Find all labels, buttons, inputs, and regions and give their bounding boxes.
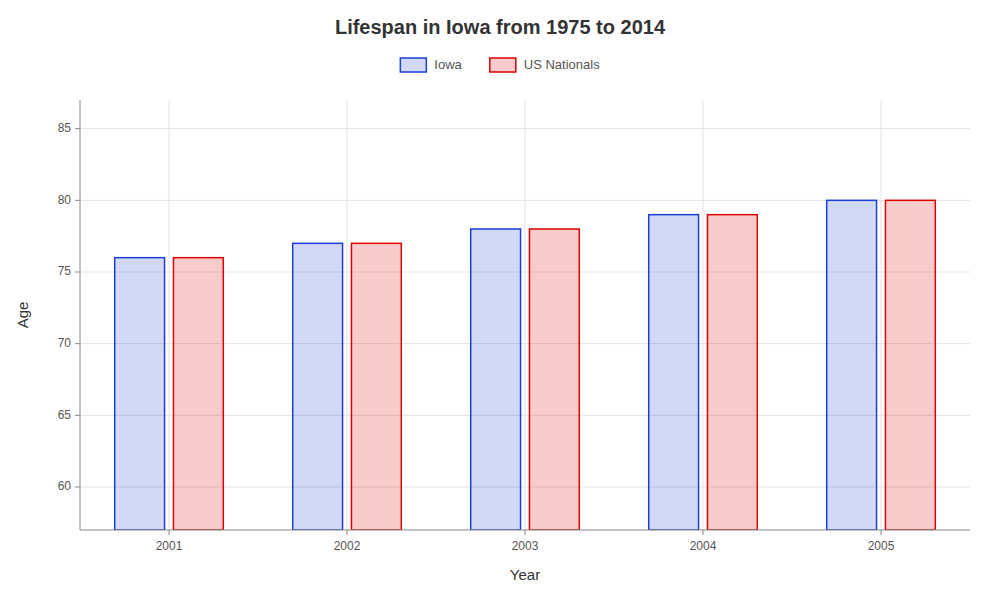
x-tick-label: 2002: [334, 539, 361, 553]
y-tick: [75, 415, 80, 416]
x-tick-label: 2005: [868, 539, 895, 553]
legend-item: US Nationals: [490, 57, 600, 72]
legend-label: Iowa: [434, 57, 462, 72]
y-tick-label: 80: [58, 193, 72, 207]
y-tick: [75, 272, 80, 273]
y-tick: [75, 487, 80, 488]
y-tick-label: 70: [58, 336, 72, 350]
bar: [885, 200, 935, 530]
x-tick-label: 2004: [690, 539, 717, 553]
x-tick: [347, 530, 348, 535]
chart-container: 60 65 70 75 80 85 2001 2002 2003 2004 2005 Lifespan…: [0, 0, 1000, 600]
x-tick-label: 2003: [512, 539, 539, 553]
bar: [293, 243, 343, 530]
x-grid-line: [347, 100, 348, 530]
grid: [80, 100, 970, 530]
x-grid-line: [525, 100, 526, 530]
bar: [471, 229, 521, 530]
y-tick-label: 65: [58, 408, 72, 422]
x-grid-line: [169, 100, 170, 530]
x-axis-label: Year: [510, 566, 540, 583]
bars: [115, 200, 936, 530]
x-tick: [881, 530, 882, 535]
bar: [529, 229, 579, 530]
x-tick: [169, 530, 170, 535]
x-grid-line: [881, 100, 882, 530]
y-tick: [75, 343, 80, 344]
x-tick: [703, 530, 704, 535]
y-axis-line: [80, 100, 81, 530]
legend-swatch: [400, 58, 426, 72]
y-tick-label: 85: [58, 121, 72, 135]
x-grid-line: [703, 100, 704, 530]
y-tick: [75, 128, 80, 129]
legend-swatch: [490, 58, 516, 72]
legend-label: US Nationals: [524, 57, 600, 72]
bar: [115, 258, 165, 530]
y-tick: [75, 200, 80, 201]
x-tick: [525, 530, 526, 535]
bar: [707, 215, 757, 530]
y-axis-label: Age: [14, 302, 31, 329]
bar: [827, 200, 877, 530]
y-tick-label: 60: [58, 479, 72, 493]
bar: [173, 258, 223, 530]
y-tick-label: 75: [58, 264, 72, 278]
legend-item: Iowa: [400, 57, 462, 72]
x-tick-label: 2001: [156, 539, 183, 553]
bar: [649, 215, 699, 530]
chart-title: Lifespan in Iowa from 1975 to 2014: [335, 16, 666, 38]
bar: [351, 243, 401, 530]
legend: Iowa US Nationals: [400, 57, 600, 72]
chart-svg: 60 65 70 75 80 85 2001 2002 2003 2004 2005 Lifespan…: [0, 0, 1000, 600]
x-axis-line: [80, 530, 970, 531]
